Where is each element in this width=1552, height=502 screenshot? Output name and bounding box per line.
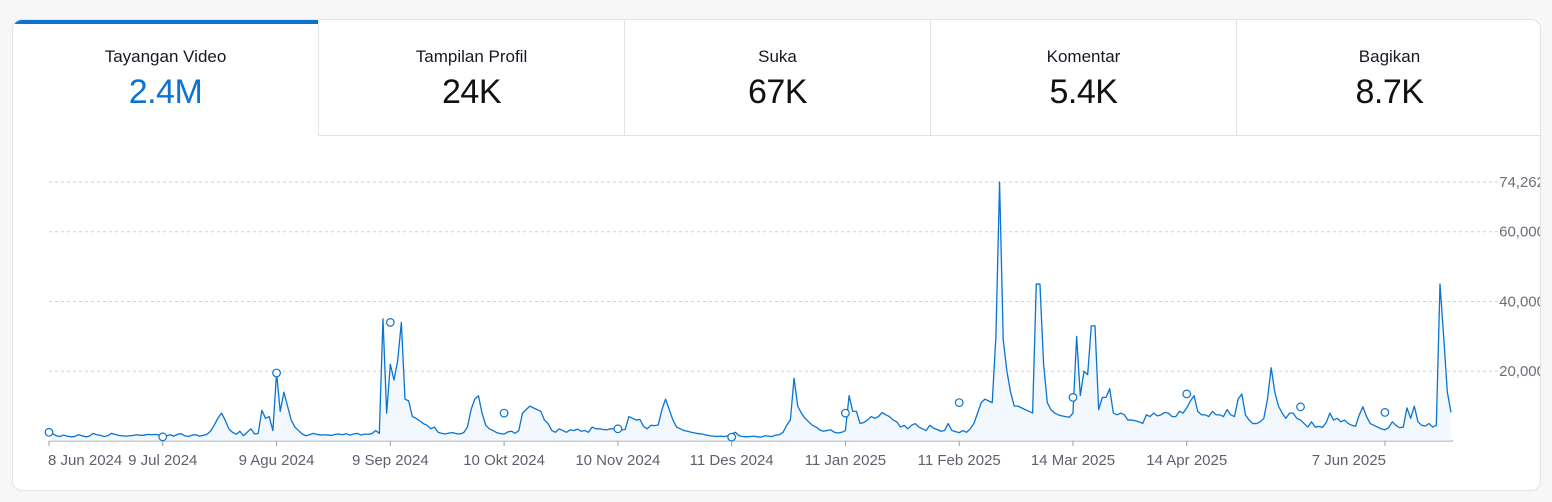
data-point-marker[interactable] — [1380, 408, 1390, 417]
data-point-marker[interactable] — [44, 427, 54, 437]
grid-lines — [49, 181, 1499, 442]
point-markers[interactable] — [44, 318, 1390, 442]
series-line — [48, 181, 1452, 438]
data-point-marker[interactable] — [954, 398, 964, 408]
data-point-marker[interactable] — [499, 408, 509, 418]
tab-value: 5.4K — [1049, 73, 1118, 111]
x-tick-label: 11 Des 2024 — [690, 452, 774, 469]
x-axis-labels: 8 Jun 2024 9 Jul 2024 9 Agu 2024 9 Sep 2024… — [48, 441, 1386, 469]
data-point-marker[interactable] — [1296, 402, 1305, 412]
data-point-marker[interactable] — [613, 424, 623, 434]
data-point-marker[interactable] — [385, 318, 395, 327]
data-point-marker[interactable] — [727, 432, 737, 442]
analytics-card: Tayangan Video 2.4M Tampilan Profil 24K … — [12, 19, 1541, 491]
data-point-marker[interactable] — [1068, 393, 1078, 402]
tab-label: Bagikan — [1358, 47, 1421, 66]
tab-comments[interactable]: Komentar 5.4K — [930, 20, 1236, 136]
x-tick-label: 14 Mar 2025 — [1031, 452, 1115, 469]
tab-likes[interactable]: Suka 67K — [624, 20, 930, 136]
tab-value: 2.4M — [128, 73, 203, 111]
y-tick-label: 40,000 — [1499, 293, 1541, 310]
data-point-marker[interactable] — [158, 432, 168, 442]
tab-label: Tampilan Profil — [415, 47, 528, 66]
tab-label: Suka — [758, 47, 797, 66]
x-tick-label: 11 Jan 2025 — [805, 452, 886, 469]
tab-video-views[interactable]: Tayangan Video 2.4M — [13, 20, 318, 136]
y-tick-label: 60,000 — [1499, 224, 1541, 241]
tab-profile-views[interactable]: Tampilan Profil 24K — [318, 20, 624, 136]
tab-label: Tayangan Video — [104, 47, 227, 66]
views-chart: 20,000 40,000 60,000 74,262 8 Jun 2024 9 Jul… — [44, 174, 1541, 469]
x-tick-label: 14 Apr 2025 — [1146, 452, 1227, 469]
x-tick-label: 10 Okt 2024 — [463, 452, 545, 469]
x-tick-label: 9 Agu 2024 — [239, 452, 315, 469]
data-point-marker[interactable] — [1182, 389, 1192, 399]
series-area — [49, 182, 1451, 441]
tab-value: 24K — [442, 73, 502, 111]
x-tick-label: 9 Sep 2024 — [352, 452, 429, 469]
x-tick-label: 11 Feb 2025 — [918, 452, 1001, 469]
x-tick-label: 10 Nov 2024 — [575, 452, 660, 469]
y-axis-labels: 20,000 40,000 60,000 74,262 — [1499, 174, 1541, 380]
tab-shares[interactable]: Bagikan 8.7K — [1236, 20, 1540, 136]
tab-value: 8.7K — [1355, 73, 1424, 111]
data-point-marker[interactable] — [272, 368, 281, 378]
tab-label: Komentar — [1046, 47, 1121, 66]
data-point-marker[interactable] — [841, 408, 850, 418]
tab-value: 67K — [748, 73, 808, 111]
metric-tabs: Tayangan Video 2.4M Tampilan Profil 24K … — [13, 20, 1540, 136]
y-tick-label: 20,000 — [1499, 363, 1541, 380]
x-tick-label: 8 Jun 2024 — [48, 452, 122, 469]
x-tick-label: 7 Jun 2025 — [1312, 452, 1386, 469]
x-tick-label: 9 Jul 2024 — [128, 452, 197, 469]
y-tick-label: 74,262 — [1499, 174, 1541, 191]
